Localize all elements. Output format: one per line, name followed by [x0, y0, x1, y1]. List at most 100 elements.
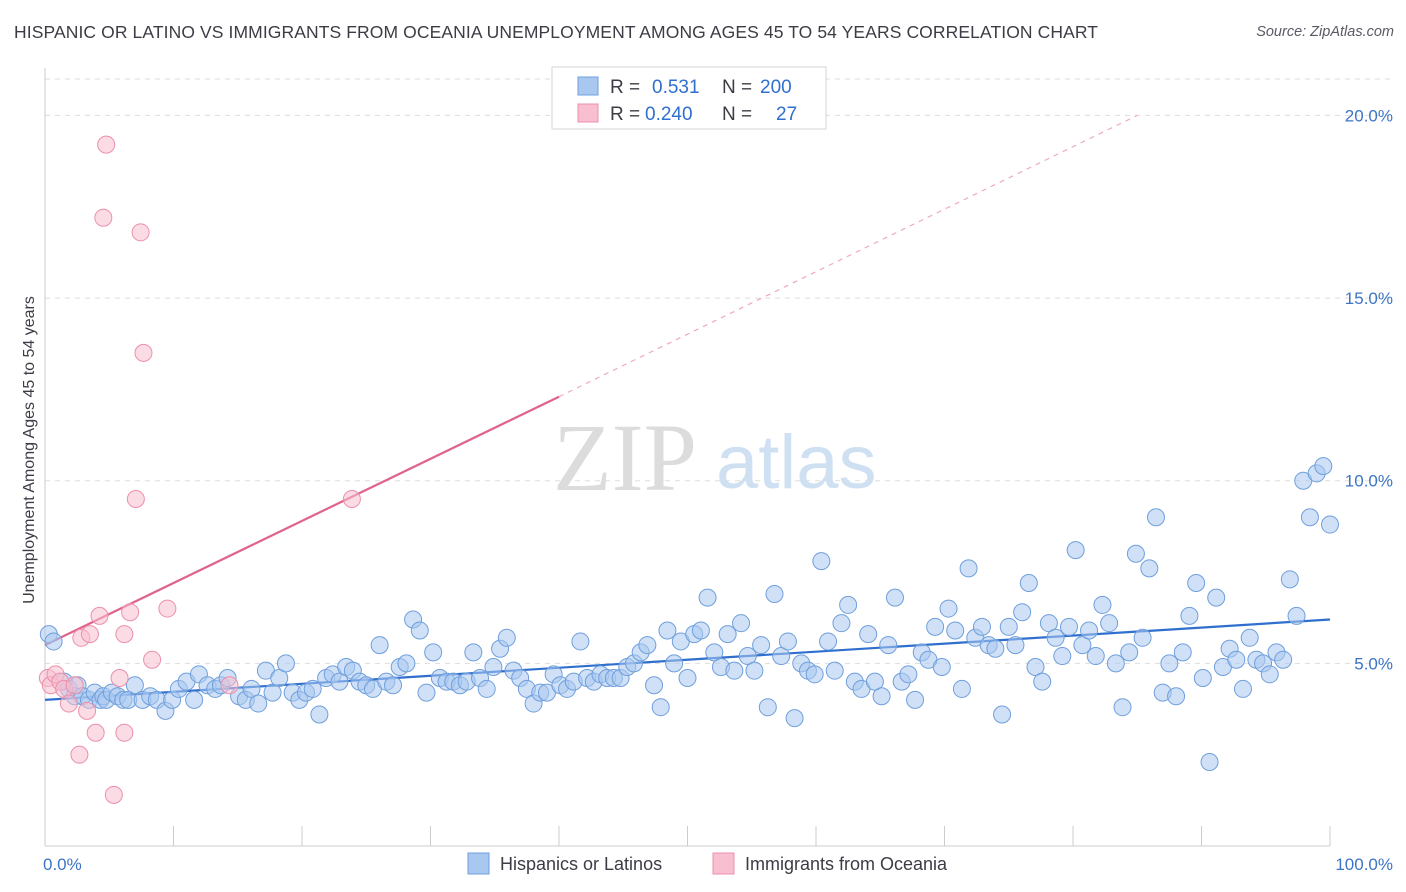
point-hispanics	[658, 621, 677, 640]
point-hispanics	[1019, 573, 1038, 592]
stats-n-value-1: 200	[760, 77, 792, 98]
point-hispanics	[1100, 614, 1119, 633]
point-hispanics	[665, 654, 684, 673]
point-hispanics	[1146, 508, 1165, 527]
stats-legend-swatch-pink	[577, 103, 599, 123]
point-hispanics	[125, 676, 144, 695]
legend-label-hispanics: Hispanics or Latinos	[500, 854, 662, 874]
axes	[44, 68, 1331, 847]
stats-n-label-2: N =	[722, 104, 752, 125]
point-hispanics	[477, 679, 496, 698]
point-hispanics	[879, 636, 898, 655]
point-oceania	[78, 701, 97, 720]
stats-legend: R = 0.531 N = 200 R = 0.240 N = 27	[551, 66, 827, 130]
point-oceania	[97, 135, 116, 154]
point-hispanics	[397, 654, 416, 673]
point-hispanics	[185, 690, 204, 709]
point-hispanics	[745, 661, 764, 680]
point-hispanics	[330, 672, 349, 691]
point-hispanics	[263, 683, 282, 702]
point-hispanics	[993, 705, 1012, 724]
y-tick-label: 10.0%	[1345, 472, 1393, 491]
point-hispanics	[417, 683, 436, 702]
point-hispanics	[805, 665, 824, 684]
point-hispanics	[1207, 588, 1226, 607]
point-hispanics	[1073, 636, 1092, 655]
point-hispanics	[1086, 647, 1105, 666]
point-hispanics	[1133, 628, 1152, 647]
stats-r-value-2: 0.240	[645, 104, 693, 125]
point-hispanics	[725, 661, 744, 680]
point-hispanics	[698, 588, 717, 607]
series-hispanics-points	[39, 457, 1339, 771]
point-hispanics	[765, 584, 784, 603]
point-hispanics	[1314, 457, 1333, 476]
point-hispanics	[738, 647, 757, 666]
point-hispanics	[986, 639, 1005, 658]
point-hispanics	[972, 617, 991, 636]
point-hispanics	[812, 552, 831, 571]
point-oceania	[126, 489, 145, 508]
point-oceania	[342, 489, 361, 508]
point-hispanics	[691, 621, 710, 640]
point-hispanics	[859, 625, 878, 644]
point-hispanics	[571, 632, 590, 651]
stats-r-label-2: R =	[610, 104, 640, 125]
legend-swatch-oceania	[712, 852, 735, 875]
point-hispanics	[270, 668, 289, 687]
point-hispanics	[1113, 698, 1132, 717]
watermark-zip: ZIP	[553, 404, 697, 511]
stats-n-value-2: 27	[776, 104, 797, 125]
point-hispanics	[242, 679, 261, 698]
point-hispanics	[1080, 621, 1099, 640]
stats-r-label-1: R =	[610, 77, 640, 98]
point-hispanics	[1233, 679, 1252, 698]
x-tick-label: 0.0%	[43, 855, 82, 874]
point-hispanics	[1173, 643, 1192, 662]
point-hispanics	[464, 643, 483, 662]
point-hispanics	[638, 636, 657, 655]
point-hispanics	[778, 632, 797, 651]
point-hispanics	[310, 705, 329, 724]
point-hispanics	[705, 643, 724, 662]
point-oceania	[110, 668, 129, 687]
point-hispanics	[1053, 647, 1072, 666]
watermark-atlas: atlas	[716, 420, 877, 505]
point-hispanics	[952, 679, 971, 698]
point-hispanics	[1140, 559, 1159, 578]
point-hispanics	[1280, 570, 1299, 589]
watermark: ZIP atlas	[553, 404, 877, 511]
point-hispanics	[645, 676, 664, 695]
point-hispanics	[1240, 628, 1259, 647]
point-hispanics	[1026, 658, 1045, 677]
point-oceania	[115, 625, 134, 644]
point-hispanics	[651, 698, 670, 717]
stats-r-value-1: 0.531	[652, 77, 700, 98]
point-hispanics	[1006, 636, 1025, 655]
y-tick-labels: 5.0% 10.0% 15.0% 20.0%	[1345, 106, 1393, 673]
point-oceania	[134, 343, 153, 362]
point-hispanics	[959, 559, 978, 578]
point-hispanics	[926, 617, 945, 636]
point-hispanics	[839, 595, 858, 614]
series-legend: Hispanics or Latinos Immigrants from Oce…	[467, 852, 948, 875]
point-oceania	[143, 650, 162, 669]
point-hispanics	[939, 599, 958, 618]
point-hispanics	[1106, 654, 1125, 673]
point-hispanics	[1187, 573, 1206, 592]
point-hispanics	[946, 621, 965, 640]
point-hispanics	[1321, 515, 1339, 534]
point-oceania	[158, 599, 177, 618]
point-hispanics	[872, 687, 891, 706]
point-hispanics	[370, 636, 389, 655]
point-oceania	[104, 785, 123, 804]
y-tick-label: 15.0%	[1345, 289, 1393, 308]
point-oceania	[59, 694, 78, 713]
legend-swatch-hispanics	[467, 852, 490, 875]
point-hispanics	[899, 665, 918, 684]
point-hispanics	[825, 661, 844, 680]
point-hispanics	[785, 709, 804, 728]
y-tick-label: 5.0%	[1354, 654, 1393, 673]
point-hispanics	[732, 614, 751, 633]
